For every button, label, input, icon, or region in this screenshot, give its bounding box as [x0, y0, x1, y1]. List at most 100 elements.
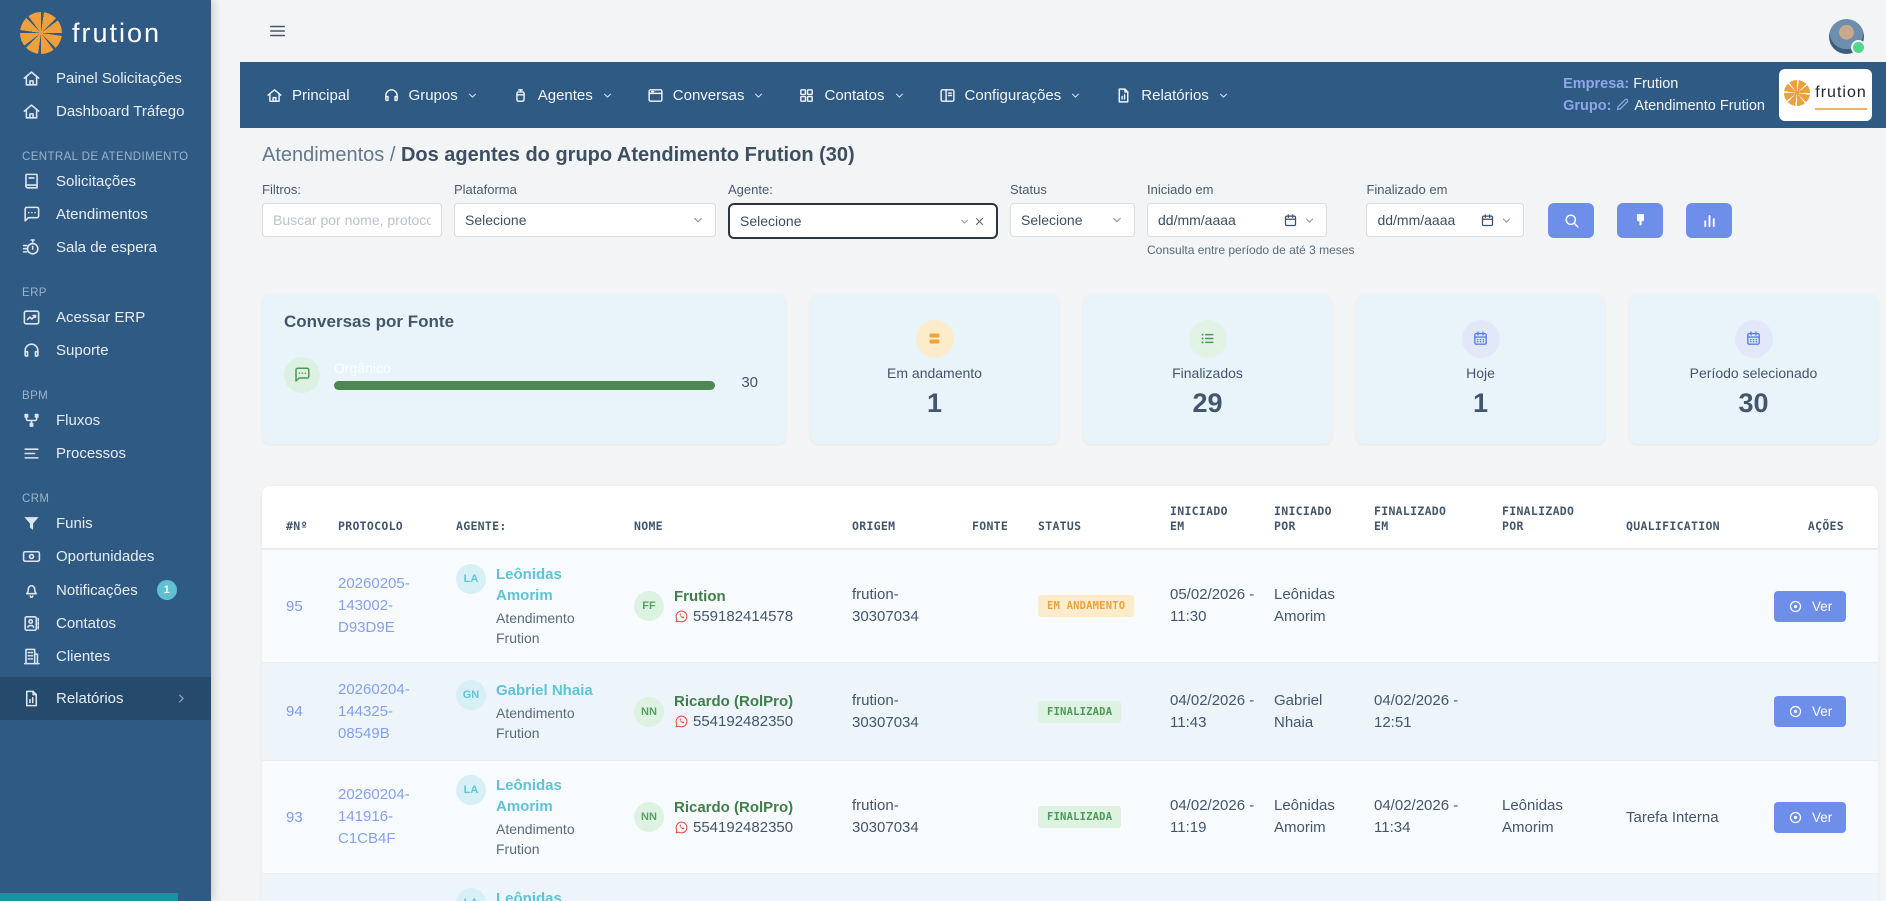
- sidebar-item-clientes[interactable]: Clientes: [0, 640, 211, 673]
- col-header-num: #Nº: [286, 519, 338, 534]
- table-row: 95 20260205-143002-D93D9E LA Leônidas Am…: [262, 549, 1878, 662]
- agente-value: Selecione: [740, 213, 802, 229]
- col-header-iniciado-em: INICIADO EM: [1170, 504, 1274, 534]
- frution-logo-card: frution: [1779, 69, 1872, 121]
- iniciado-em-value: 04/02/2026 - 11:43: [1170, 690, 1262, 734]
- iniciado-em-date-input[interactable]: dd/mm/aaaa: [1147, 203, 1327, 237]
- iniciado-em-value: 04/02/2026 - 11:19: [1170, 795, 1262, 839]
- sidebar-item-relatorios[interactable]: Relatórios: [0, 677, 211, 720]
- stat-card-finalizados: Finalizados 29: [1083, 294, 1332, 444]
- sidebar-section-erp: ERP: [0, 277, 211, 301]
- finalizado-em-date-input[interactable]: dd/mm/aaaa: [1366, 203, 1524, 237]
- sidebar-item-fluxos[interactable]: Fluxos: [0, 404, 211, 437]
- agent-cell: LA Leônidas Amorim Atendimento Frution: [456, 888, 634, 901]
- nav-item-contatos[interactable]: Contatos: [798, 87, 905, 104]
- ver-button[interactable]: Ver: [1774, 696, 1846, 727]
- sidebar-section-central-de-atendimento: CENTRAL DE ATENDIMENTO: [0, 141, 211, 165]
- nav-item-grupos[interactable]: Grupos: [383, 87, 479, 104]
- agent-name-link[interactable]: Gabriel Nhaia: [496, 680, 593, 701]
- plataforma-label: Plataforma: [454, 182, 716, 197]
- journal-icon: [22, 172, 41, 191]
- eye-icon: [1788, 704, 1803, 719]
- sidebar-item-painel-solicitacoes[interactable]: Painel Solicitações: [0, 62, 211, 95]
- edit-group-pencil-icon[interactable]: [1615, 97, 1630, 112]
- ver-button[interactable]: Ver: [1774, 591, 1846, 622]
- chevron-down-icon: [601, 89, 614, 102]
- user-avatar[interactable]: [1829, 19, 1864, 54]
- sidebar-item-sala-de-espera[interactable]: Sala de espera: [0, 231, 211, 264]
- agent-name-link[interactable]: Leônidas Amorim: [496, 775, 596, 817]
- protocol-link[interactable]: 20260204-144325-08549B: [338, 679, 424, 745]
- sidebar-item-label: Clientes: [56, 647, 110, 666]
- home-icon: [22, 102, 41, 121]
- contact-phone: 554192482350: [674, 819, 793, 836]
- nav-item-relatorios[interactable]: Relatórios: [1115, 87, 1230, 104]
- nav-item-configuracoes[interactable]: Configurações: [939, 87, 1083, 104]
- iniciado-por-value: Leônidas Amorim: [1274, 795, 1358, 839]
- ver-button[interactable]: Ver: [1774, 802, 1846, 833]
- sidebar-item-acessar-erp[interactable]: Acessar ERP: [0, 301, 211, 334]
- agente-select[interactable]: Selecione: [728, 203, 998, 239]
- col-header-finalizado-em: FINALIZADO EM: [1374, 504, 1502, 534]
- sidebar-item-label: Processos: [56, 444, 126, 463]
- search-icon: [1563, 212, 1580, 229]
- calendar-icon[interactable]: [1480, 213, 1495, 228]
- clear-selection-icon[interactable]: [973, 215, 986, 228]
- finalizado-em-value: 04/02/2026 - 12:51: [1374, 690, 1466, 734]
- finalizado-por-value: Leônidas Amorim: [1502, 795, 1586, 839]
- sidebar-logo[interactable]: frution: [0, 0, 211, 62]
- contact-name: Ricardo (RolPro): [674, 693, 793, 710]
- calendar-icon: [1735, 320, 1773, 358]
- hamburger-menu-button[interactable]: [267, 22, 288, 40]
- chevron-down-icon: [1217, 89, 1230, 102]
- agent-avatar: LA: [456, 888, 486, 901]
- sidebar-item-oportunidades[interactable]: Oportunidades: [0, 540, 211, 573]
- chevron-down-icon: [466, 89, 479, 102]
- protocol-link[interactable]: 20260205-143002-D93D9E: [338, 573, 424, 639]
- agent-group: Atendimento Frution: [496, 608, 596, 648]
- col-header-fonte: FONTE: [972, 519, 1038, 534]
- sidebar-item-funis[interactable]: Funis: [0, 507, 211, 540]
- filter-actions: [1548, 203, 1732, 238]
- agent-name-link[interactable]: Leônidas Amorim: [496, 888, 596, 901]
- plataforma-select[interactable]: Selecione: [454, 203, 716, 237]
- search-input[interactable]: [262, 203, 442, 237]
- sidebar-item-processos[interactable]: Processos: [0, 437, 211, 470]
- clear-filters-button[interactable]: [1617, 203, 1663, 238]
- iniciado-por-value: Leônidas Amorim: [1274, 584, 1358, 628]
- sidebar-item-label: Funis: [56, 514, 93, 533]
- sidebar-item-label: Oportunidades: [56, 547, 154, 566]
- sidebar-item-suporte[interactable]: Suporte: [0, 334, 211, 367]
- chevron-down-icon: [691, 213, 705, 227]
- hamburger-icon: [267, 22, 288, 40]
- grupo-line: Grupo:Atendimento Frution: [1563, 95, 1765, 117]
- breadcrumb-section: Atendimentos /: [262, 144, 401, 166]
- list-lines-icon: [22, 444, 41, 463]
- nav-item-conversas[interactable]: Conversas: [647, 87, 766, 104]
- protocol-link[interactable]: 20260203-173045-198F66: [338, 897, 424, 901]
- empresa-line: Empresa: Frution: [1563, 73, 1765, 95]
- iniciado-em-label: Iniciado em: [1147, 182, 1354, 197]
- col-header-nome: NOME: [634, 519, 852, 534]
- nav-item-principal[interactable]: Principal: [266, 87, 350, 104]
- contact-card-icon: [22, 614, 41, 633]
- company-group-info: Empresa: Frution Grupo:Atendimento Fruti…: [1563, 73, 1765, 117]
- sidebar-item-dashboard-trafego[interactable]: Dashboard Tráfego: [0, 95, 211, 128]
- sidebar-item-contatos[interactable]: Contatos: [0, 607, 211, 640]
- status-select[interactable]: Selecione: [1010, 203, 1135, 237]
- sidebar-item-notificacoes[interactable]: Notificações 1: [0, 573, 211, 607]
- agent-name-link[interactable]: Leônidas Amorim: [496, 564, 596, 606]
- sidebar-item-atendimentos[interactable]: Atendimentos: [0, 198, 211, 231]
- status-badge: FINALIZADA: [1038, 806, 1121, 828]
- calendar-icon[interactable]: [1283, 213, 1298, 228]
- agent-avatar: LA: [456, 564, 486, 594]
- search-button[interactable]: [1548, 203, 1594, 238]
- bell-icon: [22, 581, 41, 600]
- row-number: 94: [286, 703, 338, 720]
- top-strip: [211, 0, 1886, 62]
- stat-value: 1: [1473, 388, 1488, 419]
- chart-view-button[interactable]: [1686, 203, 1732, 238]
- nav-item-agentes[interactable]: Agentes: [512, 87, 614, 104]
- protocol-link[interactable]: 20260204-141916-C1CB4F: [338, 784, 424, 850]
- sidebar-item-solicitacoes[interactable]: Solicitações: [0, 165, 211, 198]
